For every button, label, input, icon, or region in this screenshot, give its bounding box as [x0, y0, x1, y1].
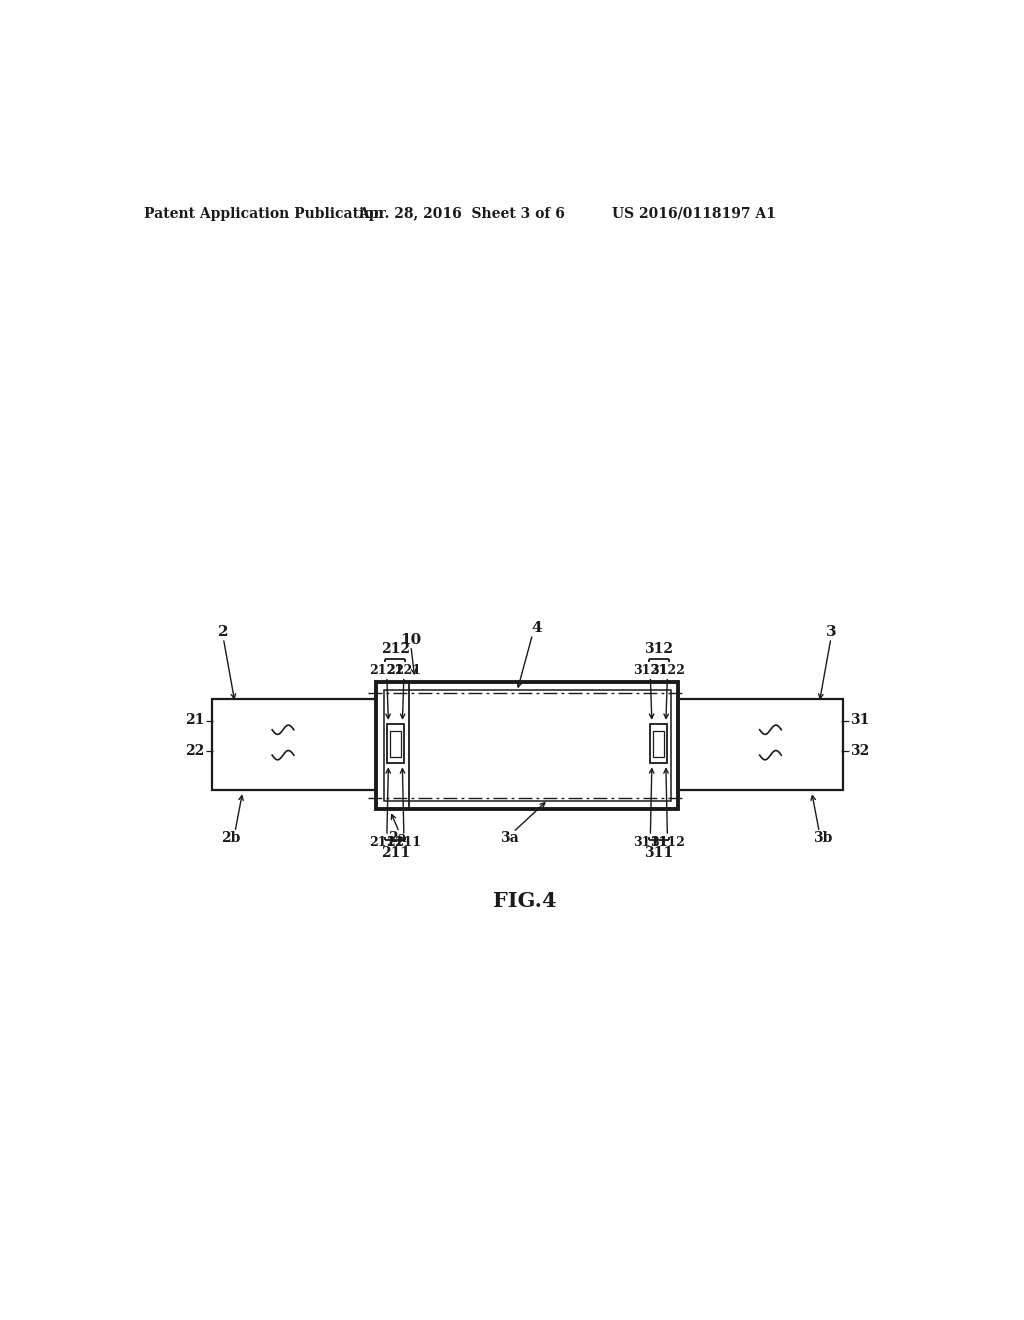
- Bar: [387, 725, 403, 763]
- Text: 10: 10: [400, 632, 422, 647]
- Bar: [212, 700, 378, 789]
- Text: 2112: 2112: [370, 836, 404, 849]
- Text: 2b: 2b: [221, 832, 241, 845]
- Text: FIG.4: FIG.4: [493, 891, 557, 911]
- Text: 21: 21: [184, 714, 204, 727]
- Text: 2a: 2a: [388, 832, 408, 845]
- Bar: [384, 689, 671, 801]
- Text: Patent Application Publication: Patent Application Publication: [143, 207, 383, 220]
- Bar: [650, 725, 668, 763]
- Bar: [676, 700, 843, 789]
- Text: 2111: 2111: [386, 836, 422, 849]
- Text: 2: 2: [218, 624, 228, 639]
- Text: 2122: 2122: [370, 664, 404, 677]
- Text: 3121: 3121: [633, 664, 668, 677]
- Bar: [390, 730, 400, 756]
- Text: 32: 32: [850, 744, 869, 758]
- Text: US 2016/0118197 A1: US 2016/0118197 A1: [611, 207, 776, 220]
- Text: 3112: 3112: [650, 836, 685, 849]
- Text: 3a: 3a: [500, 832, 519, 845]
- Text: 2121: 2121: [386, 664, 422, 677]
- Bar: [653, 730, 665, 756]
- Text: 3b: 3b: [813, 832, 833, 845]
- Text: 311: 311: [644, 846, 674, 859]
- Bar: [376, 682, 678, 809]
- Text: 312: 312: [644, 642, 674, 656]
- Text: Apr. 28, 2016  Sheet 3 of 6: Apr. 28, 2016 Sheet 3 of 6: [357, 207, 564, 220]
- Text: 4: 4: [531, 622, 542, 635]
- Text: 211: 211: [381, 846, 410, 859]
- Text: 3111: 3111: [633, 836, 668, 849]
- Text: 3122: 3122: [650, 664, 685, 677]
- Text: 212: 212: [381, 642, 410, 656]
- Text: 3: 3: [825, 624, 837, 639]
- Text: 22: 22: [184, 744, 204, 758]
- Text: 31: 31: [850, 714, 869, 727]
